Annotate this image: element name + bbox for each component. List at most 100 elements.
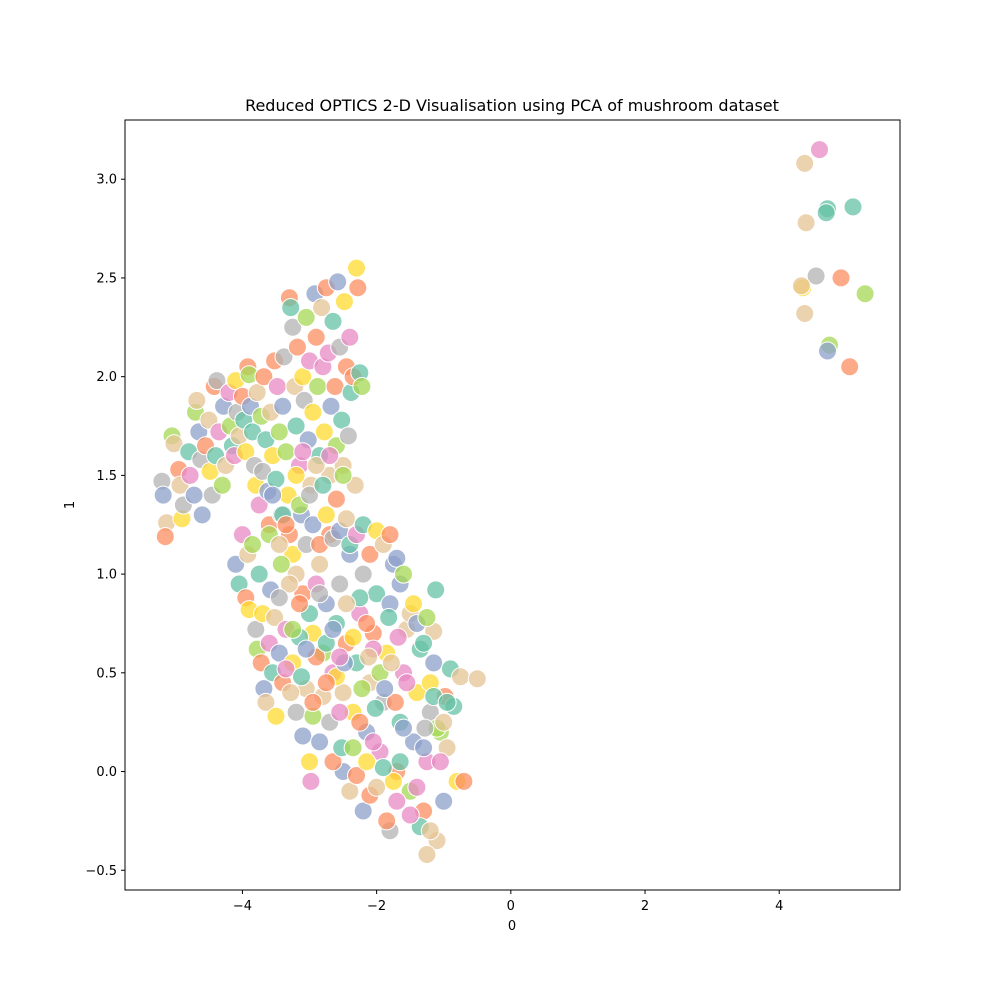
data-point bbox=[333, 683, 353, 703]
data-point bbox=[308, 377, 328, 396]
data-point bbox=[352, 377, 372, 396]
data-point bbox=[338, 426, 358, 446]
data-point bbox=[314, 422, 334, 442]
data-point bbox=[383, 771, 403, 791]
data-point bbox=[426, 580, 446, 600]
data-point bbox=[303, 515, 323, 535]
data-point bbox=[360, 544, 380, 564]
data-point bbox=[207, 371, 227, 391]
data-point bbox=[296, 639, 316, 659]
points-layer bbox=[152, 140, 875, 864]
data-point bbox=[276, 442, 296, 462]
data-point bbox=[312, 298, 332, 318]
data-point bbox=[334, 292, 354, 312]
data-point bbox=[340, 327, 360, 347]
x-axis-ticks: −4 −2 0 2 4 bbox=[233, 890, 783, 914]
data-point bbox=[320, 446, 340, 466]
data-point bbox=[353, 801, 373, 821]
data-point bbox=[330, 702, 350, 722]
chart-title: Reduced OPTICS 2-D Visualisation using P… bbox=[245, 96, 779, 115]
data-point bbox=[303, 402, 323, 422]
data-point bbox=[313, 475, 333, 495]
data-point bbox=[292, 667, 311, 687]
data-point bbox=[467, 669, 487, 689]
y-tick-label: 0.5 bbox=[96, 666, 117, 681]
data-point bbox=[243, 535, 262, 554]
data-point bbox=[310, 554, 330, 574]
data-point bbox=[290, 594, 309, 614]
data-point bbox=[276, 659, 296, 679]
data-point bbox=[279, 574, 299, 594]
data-point bbox=[417, 845, 437, 864]
data-point bbox=[333, 465, 353, 485]
data-point bbox=[434, 712, 454, 732]
data-point bbox=[266, 469, 286, 489]
data-point bbox=[348, 278, 368, 298]
data-point bbox=[316, 673, 336, 693]
data-point bbox=[831, 268, 851, 288]
data-point bbox=[352, 679, 372, 699]
data-point bbox=[247, 383, 267, 402]
data-point bbox=[306, 456, 326, 475]
data-point bbox=[276, 515, 296, 535]
data-point bbox=[420, 821, 440, 841]
data-point bbox=[347, 258, 366, 278]
data-point bbox=[332, 410, 352, 430]
data-point bbox=[385, 692, 405, 712]
data-point bbox=[321, 396, 341, 416]
y-tick-label: 1.0 bbox=[96, 568, 117, 583]
data-point bbox=[377, 811, 397, 831]
data-point bbox=[283, 619, 303, 639]
data-point bbox=[810, 140, 829, 160]
y-tick-label: 0.0 bbox=[96, 765, 117, 780]
data-point bbox=[323, 752, 343, 772]
data-point bbox=[286, 465, 306, 485]
data-point bbox=[394, 564, 413, 584]
data-point bbox=[256, 692, 276, 712]
data-point bbox=[236, 442, 256, 462]
data-point bbox=[381, 653, 401, 673]
data-point bbox=[414, 738, 434, 758]
data-point bbox=[388, 627, 408, 647]
data-point bbox=[187, 390, 207, 410]
data-point bbox=[249, 564, 269, 584]
data-point bbox=[843, 197, 863, 217]
data-point bbox=[414, 633, 434, 653]
data-point bbox=[791, 276, 811, 296]
data-point bbox=[365, 698, 385, 718]
data-point bbox=[816, 203, 836, 223]
data-point bbox=[246, 619, 266, 639]
data-point bbox=[806, 266, 826, 286]
data-point bbox=[357, 752, 377, 772]
data-point bbox=[273, 396, 293, 416]
data-point bbox=[347, 766, 366, 785]
data-point bbox=[380, 525, 400, 545]
data-point bbox=[330, 574, 350, 594]
data-point bbox=[400, 805, 420, 825]
y-axis-label: 1 bbox=[63, 501, 78, 509]
data-point bbox=[281, 683, 301, 703]
data-point bbox=[274, 347, 294, 367]
data-point bbox=[430, 752, 450, 772]
data-point bbox=[296, 307, 316, 327]
data-point bbox=[336, 509, 356, 529]
data-point bbox=[424, 653, 444, 673]
data-point bbox=[265, 608, 285, 627]
data-point bbox=[855, 284, 875, 304]
data-point bbox=[359, 647, 379, 667]
data-point bbox=[373, 758, 393, 778]
data-point bbox=[287, 337, 307, 357]
data-point bbox=[300, 752, 319, 772]
data-point bbox=[269, 535, 289, 554]
data-point bbox=[330, 647, 350, 667]
data-point bbox=[271, 554, 291, 574]
x-tick-label: 0 bbox=[507, 899, 515, 914]
data-point bbox=[316, 505, 336, 525]
data-point bbox=[323, 619, 343, 639]
data-point bbox=[818, 341, 837, 361]
data-point bbox=[267, 377, 287, 396]
data-point bbox=[328, 272, 348, 292]
data-point bbox=[293, 367, 313, 387]
data-point bbox=[363, 732, 383, 752]
data-point bbox=[387, 791, 407, 811]
